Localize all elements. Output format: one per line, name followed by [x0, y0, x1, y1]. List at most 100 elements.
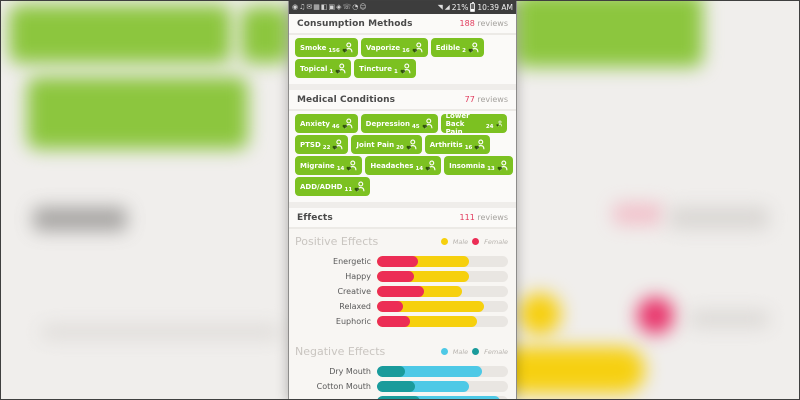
consumption-methods-card: Consumption Methods 188 reviews Smoke 156…: [289, 14, 516, 84]
clock-icon: ◔: [352, 3, 359, 11]
bar-track: [377, 301, 508, 312]
section-title: Consumption Methods: [297, 18, 413, 29]
consumption-pill-tincture[interactable]: Tincture 1: [354, 59, 416, 78]
bar-segment-male: [377, 271, 469, 282]
effects-header: Effects 111 reviews: [289, 208, 516, 229]
consumption-pill-topical[interactable]: Topical 1: [295, 59, 352, 78]
bar-row: Energetic: [295, 254, 508, 269]
bar-segment-female: [377, 316, 410, 327]
bar-row: Relaxed: [295, 299, 508, 314]
pill-label: Depression: [365, 119, 410, 128]
chart-legend: Male Female: [440, 347, 508, 356]
medical-pill-migraine[interactable]: Migraine 14: [295, 156, 363, 175]
blurred-green-button: [27, 77, 248, 149]
bar-segment-female: [377, 396, 421, 399]
effects-card: Effects 111 reviews: [289, 208, 516, 229]
pill-label: Arthritis: [429, 140, 463, 149]
consumption-methods-header: Consumption Methods 188 reviews: [289, 14, 516, 35]
notification-circle-icon: ◉: [292, 3, 299, 11]
legend-label: Female: [484, 347, 508, 356]
reviewer-icon: [468, 42, 479, 53]
android-status-bar: ◉ ♫ ✉ ▦ ◧ ▣ ◈ ☏ ◔ ☺ ◥ ◢ 21% 10:39 AM: [289, 1, 516, 14]
medical-pill-headaches[interactable]: Headaches 14: [365, 156, 442, 175]
pill-count: 16: [464, 144, 473, 151]
legend-dot-male: [440, 348, 448, 355]
reviewer-icon: [342, 42, 353, 53]
bar-segment-male: [377, 381, 469, 392]
medical-pill-arthritis[interactable]: Arthritis 16: [424, 135, 491, 154]
pill-label: Joint Pain: [356, 140, 395, 149]
bar-track: [377, 256, 508, 267]
pill-label: ADD/ADHD: [300, 182, 343, 191]
section-title: Medical Conditions: [297, 94, 396, 105]
section-title: Effects: [297, 212, 333, 223]
pill-label: Topical: [300, 64, 328, 73]
bar-label: Dry Mouth: [329, 367, 371, 376]
pill-count: 11: [344, 186, 353, 193]
pill-label: Smoke: [300, 43, 327, 52]
bar-label: Energetic: [333, 257, 371, 266]
reviewer-icon: [497, 160, 508, 171]
reviewer-icon: [495, 120, 502, 127]
pill-row: Anxiety 46 Depression 45 Lower Back Pain 24: [295, 111, 510, 136]
bar-row: Happy: [295, 269, 508, 284]
pill-label: Headaches: [370, 161, 414, 170]
reviewer-icon: [346, 160, 357, 171]
medical-pill-anxiety[interactable]: Anxiety 46: [295, 114, 358, 133]
reviewer-icon: [422, 118, 433, 129]
app-grid-icon: ▦: [313, 3, 320, 11]
pill-label: Lower Back Pain: [445, 111, 470, 136]
blurred-yellow-dot: [519, 293, 561, 335]
reviewer-icon: [400, 63, 411, 74]
bar-track: [377, 316, 508, 327]
medical-pill-insomnia[interactable]: Insomnia 13: [444, 156, 513, 175]
medical-pill-add-adhd[interactable]: ADD/ADHD 11: [295, 177, 371, 196]
reviews-count: 188 reviews: [459, 19, 508, 28]
pill-label: Vaporize: [365, 43, 401, 52]
medical-pill-joint-pain[interactable]: Joint Pain 20: [351, 135, 422, 154]
pill-label: Insomnia: [449, 161, 486, 170]
bar-label: Relaxed: [339, 302, 371, 311]
consumption-pill-vaporize[interactable]: Vaporize 16: [360, 38, 428, 57]
bar-segment-female: [377, 381, 415, 392]
bar-segment-female: [377, 256, 418, 267]
effects-charts: Positive Effects Male Female Energetic Happy…: [289, 229, 516, 399]
reviewer-icon: [335, 63, 346, 74]
medical-pill-lower-back-pain[interactable]: Lower Back Pain 24: [440, 111, 507, 136]
pill-count: 14: [336, 165, 345, 172]
bar-segment-female: [377, 271, 414, 282]
pill-row: Topical 1 Tincture 1: [295, 59, 510, 80]
chart-legend: Male Female: [440, 238, 508, 246]
call-icon: ☏: [342, 3, 352, 11]
pill-row: Smoke 156 Vaporize 16 Edible 2: [295, 38, 510, 59]
bar-segment-female: [377, 301, 404, 312]
bar-segment-male: [377, 396, 501, 399]
blurred-text: [669, 207, 769, 229]
reviews-count: 77 reviews: [464, 95, 508, 104]
medical-pill-depression[interactable]: Depression 45: [360, 114, 438, 133]
consumption-pill-smoke[interactable]: Smoke 156: [295, 38, 358, 57]
legend-label: Male: [452, 347, 469, 356]
pill-label: PTSD: [300, 140, 321, 149]
pill-row: ADD/ADHD 11: [295, 177, 510, 198]
medical-conditions-card: Medical Conditions 77 reviews Anxiety 46 D…: [289, 90, 516, 202]
signal-icon: ◢: [444, 3, 450, 11]
blurred-red-dot: [637, 297, 674, 334]
medical-pill-ptsd[interactable]: PTSD 22: [295, 135, 349, 154]
pill-label: Migraine: [300, 161, 335, 170]
bar-label: Happy: [345, 272, 371, 281]
reviewer-icon: [332, 139, 343, 150]
pill-count: 24: [485, 123, 494, 130]
mail-icon: ✉: [306, 3, 313, 11]
blurred-text: [33, 207, 127, 231]
screenshot-icon: ◧: [320, 3, 328, 11]
blurred-text: [41, 326, 281, 338]
bar-label: Cotton Mouth: [316, 382, 371, 391]
consumption-pill-edible[interactable]: Edible 2: [430, 38, 484, 57]
pill-count: 14: [415, 165, 424, 172]
music-icon: ♫: [299, 3, 306, 11]
bar-track: [377, 381, 508, 392]
reviews-count: 111 reviews: [459, 213, 508, 222]
bar-track: [377, 396, 508, 399]
phone-screenshot: ◉ ♫ ✉ ▦ ◧ ▣ ◈ ☏ ◔ ☺ ◥ ◢ 21% 10:39 AM Consumption …: [288, 1, 517, 399]
